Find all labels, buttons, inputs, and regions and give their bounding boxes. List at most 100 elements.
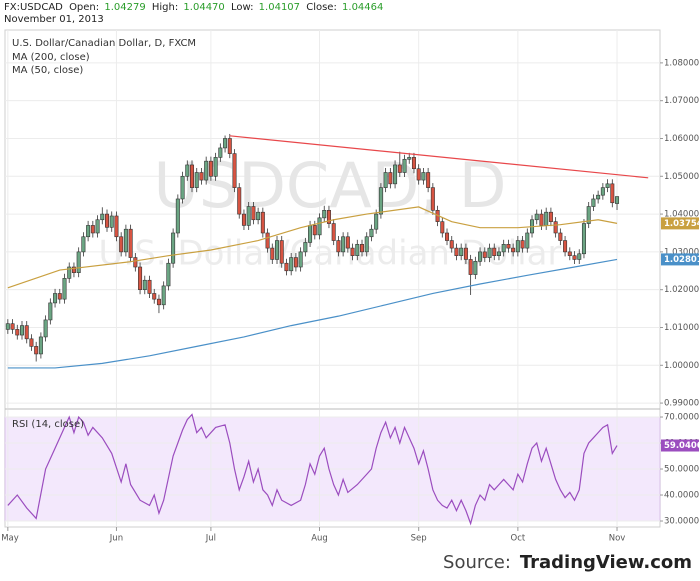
candle-body: [67, 266, 72, 279]
candle-body: [520, 240, 525, 249]
candle-body: [487, 247, 492, 258]
x-tick-label: Jun: [109, 534, 123, 544]
candle-body: [38, 336, 43, 355]
date: November 01, 2013: [4, 14, 104, 25]
y-tick-label: 1.05000: [664, 172, 699, 182]
candle-body: [525, 232, 530, 249]
candle-body: [5, 323, 10, 330]
candle-body: [53, 293, 58, 304]
candle-body: [123, 228, 128, 253]
candle-body: [615, 196, 620, 204]
candle-body: [331, 223, 336, 241]
y-tick-label: 1.07000: [664, 96, 699, 106]
candle-body: [119, 236, 124, 253]
candle-body: [581, 223, 586, 255]
field-value: 1.04107: [259, 2, 300, 13]
last-value-label: 1.02801: [664, 255, 700, 265]
candle-body: [558, 232, 563, 241]
candle-body: [156, 298, 161, 306]
candle-body: [142, 279, 147, 290]
candle-body: [71, 266, 76, 273]
candle-body: [213, 157, 218, 177]
candle-body: [492, 247, 497, 256]
field-label: Low:: [231, 2, 254, 13]
candle-body: [20, 325, 25, 336]
candle-body: [449, 240, 454, 249]
candle-body: [48, 302, 53, 321]
source-brand: TradingView.com: [520, 552, 692, 573]
candle-body: [407, 157, 412, 160]
candle-body: [15, 329, 20, 336]
candle-body: [204, 160, 209, 181]
candle-body: [596, 194, 601, 200]
candle-body: [317, 217, 322, 236]
legend-entry: MA (200, close): [12, 52, 90, 63]
candle-body: [421, 172, 426, 181]
candle-body: [34, 346, 39, 355]
candle-body: [586, 206, 591, 224]
candle-body: [95, 219, 100, 234]
field-value: 1.04470: [183, 2, 224, 13]
candle-body: [100, 213, 105, 221]
legend-entry: MA (50, close): [12, 65, 83, 76]
candle-body: [270, 247, 275, 260]
y-tick-label: 1.04000: [664, 210, 699, 220]
candle-body: [208, 160, 213, 177]
candle-body: [459, 247, 464, 256]
candle-body: [605, 183, 610, 188]
candle-body: [572, 255, 577, 260]
candle-body: [350, 247, 355, 256]
candle-body: [43, 319, 48, 338]
chart-title: U.S. Dollar/Canadian Dollar, D, FXCM: [12, 38, 196, 49]
y-tick-label: 1.00000: [664, 361, 699, 371]
x-tick-label: May: [1, 534, 19, 544]
candle-body: [171, 232, 176, 264]
candle-body: [90, 225, 95, 234]
candle-body: [265, 232, 270, 249]
plot-layer: 0.99000 1.00000 1.01000 1.02000 1.03000 1.040…: [1, 30, 700, 544]
candle-body: [161, 285, 166, 306]
candle-body: [175, 198, 180, 234]
y-tick-label: 0.99000: [664, 399, 699, 409]
candle-body: [539, 213, 544, 226]
candle-body: [426, 172, 431, 188]
candle-body: [105, 213, 110, 228]
candle-body: [241, 213, 246, 226]
candle-body: [246, 206, 251, 226]
candle-body: [591, 198, 596, 207]
candle-body: [190, 164, 195, 188]
candle-body: [218, 147, 223, 158]
candle-body: [322, 210, 327, 219]
y-tick-label: 1.01000: [664, 323, 699, 333]
candle-body: [232, 153, 237, 188]
source: Source: TradingView.com: [443, 552, 692, 573]
field-label: Close:: [306, 2, 337, 13]
source-prefix: Source:: [443, 552, 511, 573]
candle-body: [506, 244, 511, 249]
x-tick-label: Aug: [311, 534, 328, 544]
candle-body: [185, 164, 190, 177]
x-tick-label: Nov: [609, 534, 626, 544]
candle-body: [289, 257, 294, 272]
candle-body: [369, 228, 374, 238]
candle-body: [482, 251, 487, 258]
candle-body: [284, 262, 289, 272]
candle-body: [553, 221, 558, 234]
candle-body: [256, 211, 261, 221]
candle-body: [360, 244, 365, 253]
candle-body: [81, 236, 86, 253]
candle-body: [312, 225, 317, 236]
candle-body: [544, 211, 549, 226]
series-line: [7, 206, 618, 289]
field-label: Open:: [69, 2, 99, 13]
last-value-tag: [661, 253, 699, 266]
candle-body: [57, 293, 62, 300]
y-tick-label: 1.03000: [664, 247, 699, 257]
y-tick-label: 30.0000: [664, 517, 699, 527]
candle-body: [10, 323, 15, 330]
candle-body: [62, 278, 67, 300]
legend-entry: RSI (14, close): [12, 419, 84, 430]
candle-body: [114, 215, 119, 238]
